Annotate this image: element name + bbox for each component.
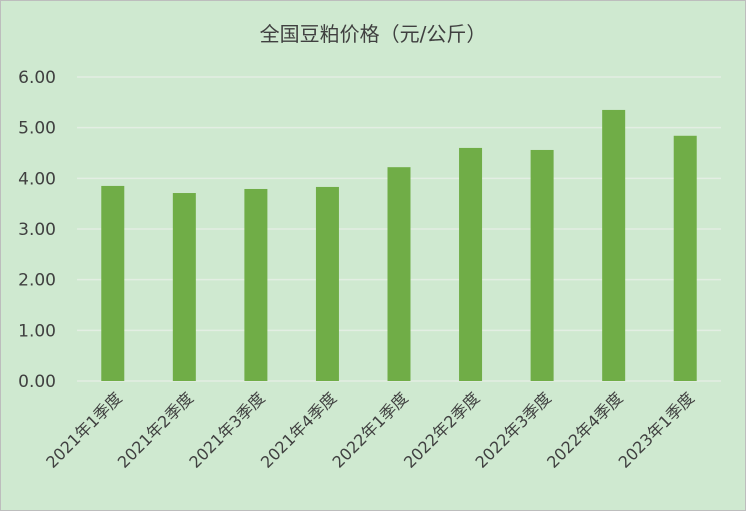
bars: [101, 109, 697, 381]
chart-title: 全国豆粕价格（元/公斤）: [260, 22, 487, 46]
x-tick-label-2: 2021年3季度: [185, 388, 268, 471]
x-tick-label-4: 2022年1季度: [328, 388, 411, 471]
y-tick-label-0: 0.00: [18, 372, 56, 392]
y-tick-label-1: 1.00: [18, 321, 56, 341]
y-tick-label-4: 4.00: [18, 169, 56, 189]
x-tick-label-0: 2021年1季度: [42, 388, 125, 471]
bar-3: [315, 186, 339, 381]
x-tick-label-5: 2022年2季度: [400, 388, 483, 471]
x-tick-label-7: 2022年4季度: [543, 388, 626, 471]
bar-8: [673, 135, 697, 381]
bar-2: [244, 188, 268, 381]
y-tick-label-6: 6.00: [18, 68, 56, 88]
bar-7: [602, 109, 626, 381]
bar-1: [172, 193, 196, 381]
y-tick-label-5: 5.00: [18, 119, 56, 139]
bar-6: [530, 149, 554, 381]
bar-4: [387, 167, 411, 381]
y-tick-label-3: 3.00: [18, 220, 56, 240]
x-tick-label-1: 2021年2季度: [114, 388, 197, 471]
x-tick-label-8: 2023年1季度: [615, 388, 698, 471]
y-axis-ticks: 0.00 1.00 2.00 3.00 4.00 5.00 6.00: [18, 68, 56, 392]
bar-0: [101, 185, 125, 381]
x-axis-ticks: 2021年1季度2021年2季度2021年3季度2021年4季度2022年1季度…: [42, 388, 698, 471]
y-tick-label-2: 2.00: [18, 271, 56, 291]
bar-5: [459, 147, 483, 381]
x-tick-label-6: 2022年3季度: [472, 388, 555, 471]
x-tick-label-3: 2021年4季度: [257, 388, 340, 471]
